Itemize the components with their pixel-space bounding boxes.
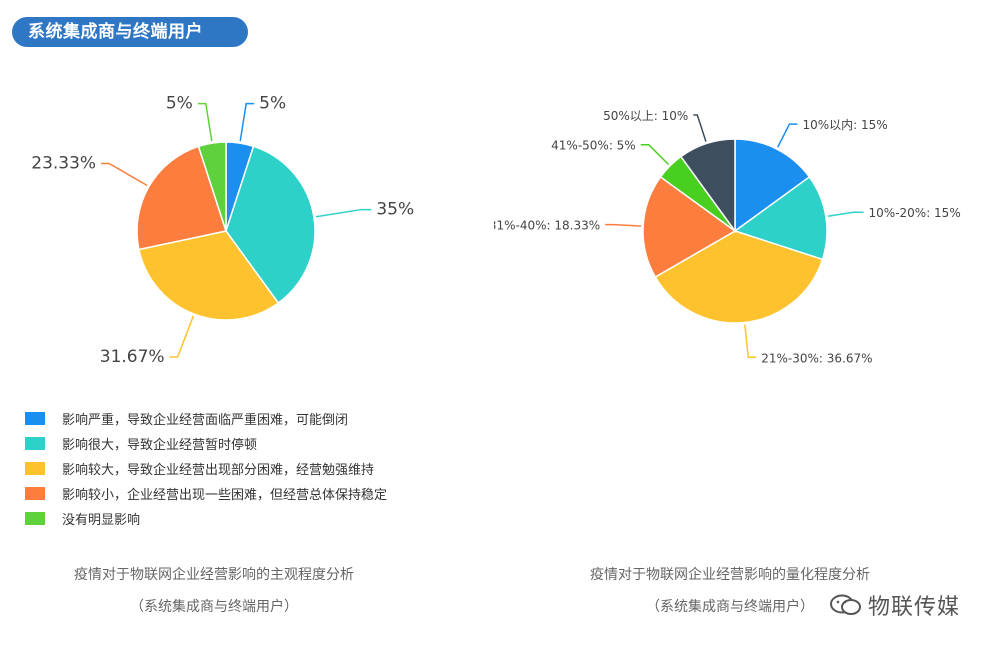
pie-value-label: 21%-30%: 36.67% [761, 351, 872, 365]
label-leader-line [777, 123, 798, 148]
legend-swatch [25, 436, 45, 450]
pie-value-label: 10%-20%: 15% [869, 206, 961, 220]
pie-slice [642, 175, 737, 279]
legend-label: 影响很大，导致企业经营暂时停顿 [62, 437, 258, 453]
pie-value-label: 35% [376, 200, 414, 220]
legend-swatch [25, 411, 45, 425]
pie-slice [733, 175, 828, 261]
chart1-caption-subtitle: （系统集成商与终端用户） [130, 599, 298, 615]
label-leader-line [101, 162, 148, 187]
label-leader-line [169, 315, 195, 358]
quantitative-impact-pie-chart: 10%以内: 15% 10%-20%: 15% 21%-30%: 36.67% 31%… [494, 109, 961, 365]
legend-label: 影响较小，企业经营出现一些困难，但经营总体保持稳定 [62, 487, 388, 503]
pie-slice [654, 230, 824, 324]
chart1-caption-title: 疫情对于物联网企业经营影响的主观程度分析 [74, 567, 354, 583]
legend-item: 没有明显影响 [25, 508, 387, 528]
label-leader-line [605, 223, 642, 227]
pie-value-label: 5% [166, 94, 193, 114]
legend-label: 影响较大，导致企业经营出现部分困难，经营勉强维持 [62, 462, 375, 478]
chart1-caption: 疫情对于物联网企业经营影响的主观程度分析 （系统集成商与终端用户） [4, 559, 424, 623]
chart2-caption-subtitle: （系统集成商与终端用户） [646, 599, 814, 615]
legend-item: 影响较大，导致企业经营出现部分困难，经营勉强维持 [25, 458, 387, 478]
label-leader-line [197, 102, 213, 142]
pie-slice [225, 145, 316, 305]
pie-slice [136, 145, 227, 251]
label-leader-line [315, 208, 372, 218]
legend-label: 没有明显影响 [62, 512, 141, 528]
pie-value-label: 31.67% [100, 347, 165, 367]
section-header-badge [12, 17, 248, 47]
pie-slice [734, 138, 811, 233]
legend-swatch [25, 511, 45, 525]
pie-value-label: 41%-50%: 5% [551, 139, 636, 153]
pie-value-label: 10%以内: 15% [802, 118, 887, 132]
label-leader-line [239, 102, 255, 142]
legend-item: 影响很大，导致企业经营暂时停顿 [25, 433, 387, 453]
pie-value-label: 5% [259, 94, 286, 114]
chart2-caption: 疫情对于物联网企业经营影响的量化程度分析 （系统集成商与终端用户） [520, 559, 940, 623]
legend-swatch [25, 486, 45, 500]
subjective-impact-pie-chart: 5% 35% 31.67% 23.33% 5% [31, 94, 414, 367]
legend-label: 影响严重，导致企业经营面临严重困难，可能倒闭 [62, 412, 349, 428]
chart1-legend: 影响严重，导致企业经营面临严重困难，可能倒闭 影响很大，导致企业经营暂时停顿 影… [25, 408, 387, 533]
label-leader-line [693, 114, 707, 142]
legend-item: 影响严重，导致企业经营面临严重困难，可能倒闭 [25, 408, 387, 428]
pie-slice [679, 138, 736, 234]
section-header-title: 系统集成商与终端用户 [28, 22, 203, 42]
label-leader-line [827, 211, 864, 218]
chart2-caption-title: 疫情对于物联网企业经营影响的量化程度分析 [590, 567, 870, 583]
pie-value-label: 50%以上: 10% [603, 109, 688, 123]
wechat-icon [830, 594, 861, 615]
pie-value-label: 31%-40%: 18.33% [494, 219, 600, 233]
label-leader-line [744, 324, 757, 359]
pie-value-label: 23.33% [31, 153, 96, 173]
label-leader-line [640, 143, 670, 166]
watermark-text: 物联传媒 [868, 595, 961, 620]
watermark: 物联传媒 [828, 590, 960, 620]
pie-slice [197, 141, 227, 232]
legend-item: 影响较小，企业经营出现一些困难，但经营总体保持稳定 [25, 483, 387, 503]
legend-swatch [25, 461, 45, 475]
pie-slice [138, 230, 280, 321]
